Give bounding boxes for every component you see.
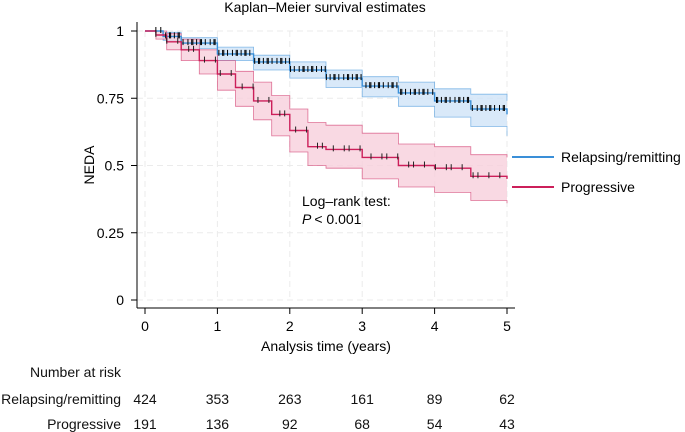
relapsing-remitting-legend-label: Relapsing/remitting [561, 149, 681, 165]
y-tick-label: 1 [116, 23, 124, 39]
logrank-test-label: Log–rank test: [302, 193, 391, 209]
p-label: P [302, 211, 312, 227]
x-axis-label: Analysis time (years) [261, 338, 391, 354]
y-tick-label: 0.5 [105, 158, 125, 174]
y-tick-label: 0.25 [97, 225, 124, 241]
chart-title: Kaplan–Meier survival estimates [224, 0, 426, 15]
progressive-survival-line [145, 30, 508, 179]
x-tick-label: 1 [214, 318, 222, 334]
x-tick-label: 3 [358, 318, 366, 334]
logrank-annotation: Log–rank test: P < 0.001 [302, 193, 391, 227]
x-tick-label: 5 [503, 318, 511, 334]
x-tick-label: 0 [141, 318, 149, 334]
progressive-legend-label: Progressive [561, 179, 635, 195]
p-value-text: P < 0.001 [302, 211, 362, 227]
p-value: < 0.001 [314, 211, 361, 227]
y-tick-label: 0.75 [97, 90, 124, 106]
x-tick-label: 2 [286, 318, 294, 334]
y-tick-label: 0 [116, 292, 124, 308]
x-tick-label: 4 [431, 318, 439, 334]
progressive-ci-lower [145, 30, 508, 204]
legend: Relapsing/remitting Progressive [512, 149, 681, 195]
y-axis-label: NEDA [81, 145, 97, 185]
progressive-ci-upper [145, 30, 508, 158]
